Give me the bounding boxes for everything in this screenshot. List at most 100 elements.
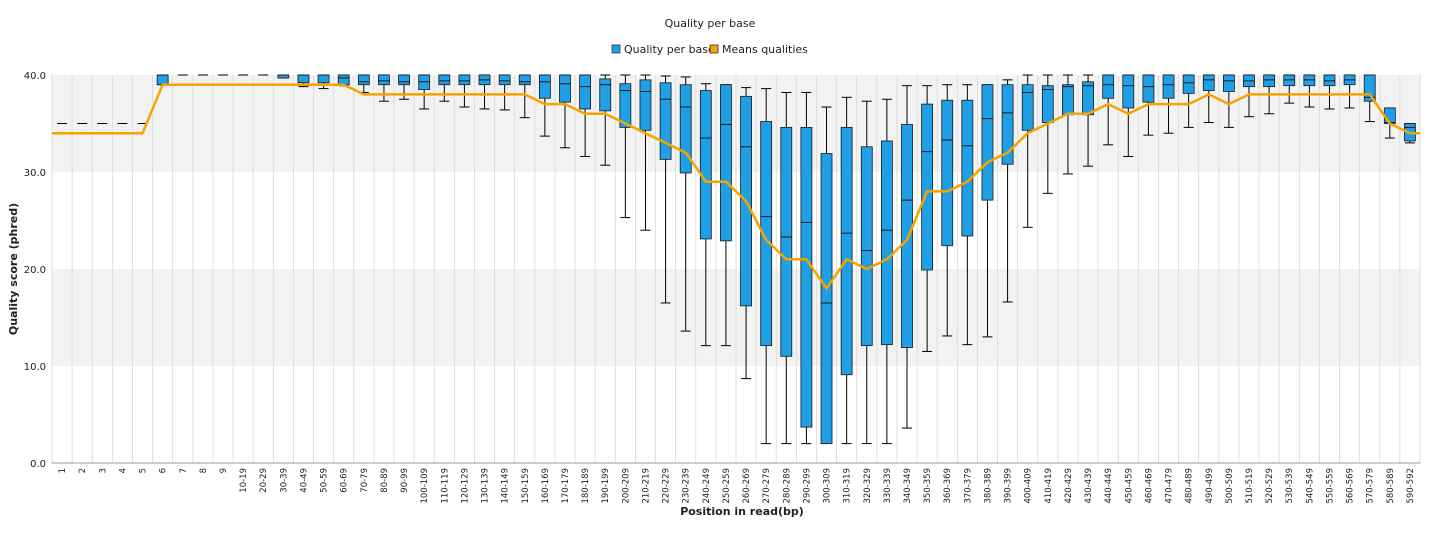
y-axis-title: Quality score (phred) [7,203,20,335]
box-body [639,79,652,131]
legend-box-swatch [611,44,621,54]
box-380-389 [981,84,994,338]
box-body [860,146,873,347]
x-tick-label: 100-109 [420,468,430,504]
box-540-549 [1303,74,1316,108]
x-tick-label: 360-369 [943,468,953,504]
box-body [599,78,612,112]
legend-label-means: Means qualities [722,43,808,56]
box-390-399 [1001,79,1014,303]
box-450-459 [1122,74,1135,157]
y-tick-labels: 0.0 10.0 20.0 30.0 40.0 [24,71,46,470]
box-body [398,74,410,86]
x-tick-label: 420-429 [1064,468,1074,504]
x-tick-label: 90-99 [400,468,410,493]
box-360-369 [941,84,954,337]
x-tick-label: 190-199 [601,468,611,504]
box-body [820,153,833,445]
box-body [1202,74,1215,91]
box-body [1102,74,1115,99]
x-tick-label: 460-469 [1144,468,1154,504]
box-340-349 [901,85,913,429]
x-tick-label: 150-159 [521,468,531,504]
x-tick-label: 220-229 [662,468,672,504]
box-180-189 [579,74,592,157]
box-530-539 [1283,74,1296,104]
box-90-99 [398,74,410,100]
box-body [1182,74,1195,94]
box-body [559,74,571,103]
box-330-339 [880,98,893,445]
legend-mean-swatch [709,44,719,54]
box-body [1162,74,1175,99]
box-140-149 [498,74,511,111]
x-tick-label: 30-39 [279,468,289,493]
box-110-119 [438,74,451,102]
x-tick-label: 540-549 [1305,468,1315,504]
box-body [1122,74,1135,109]
x-tick-label: 280-289 [782,468,792,504]
box-150-159 [518,74,531,119]
x-tick-label: 310-319 [843,468,853,504]
box-370-379 [961,84,974,346]
box-560-569 [1343,74,1356,109]
box-body [901,124,913,348]
box-body [1082,81,1094,116]
x-tick-label: 440-449 [1104,468,1114,504]
x-tick-label: 40-49 [299,468,309,493]
box-200-209 [619,74,632,219]
box-body [981,84,994,201]
x-tick-label: 380-389 [983,468,993,504]
box-50-59 [317,74,330,90]
x-tick-label: 240-249 [702,468,712,504]
x-tick-label: 590-592 [1406,468,1416,504]
box-320-329 [860,100,873,445]
x-tick-label: 410-419 [1044,468,1054,504]
box-body [941,99,954,247]
x-tick-label: 230-239 [682,468,692,504]
box-body [800,126,813,428]
x-tick-label: 480-489 [1185,468,1195,504]
box-440-449 [1102,74,1115,146]
box-body [357,74,370,86]
box-body [1041,85,1054,123]
box-130-139 [478,74,491,110]
box-160-169 [538,74,551,137]
x-tick-label: 250-259 [722,468,732,504]
x-tick-label: 390-399 [1004,468,1014,504]
legend: Quality per base Means qualities [611,43,808,56]
box-190-199 [599,74,612,166]
box-230-239 [679,76,692,332]
x-tick-label: 110-119 [440,468,450,504]
x-tick-label: 1 [58,468,68,473]
box-550-559 [1323,74,1336,110]
x-tick-label: 490-499 [1205,468,1215,504]
box-body [880,140,893,346]
y-tick-label: 0.0 [30,459,46,470]
box-body [699,90,712,240]
box-body [337,74,350,86]
x-tick-label: 9 [219,468,229,473]
x-axis-title: Position in read(bp) [680,505,804,518]
box-30-39 [277,74,290,79]
x-tick-label: 350-359 [923,468,933,504]
x-tick-label: 290-299 [802,468,812,504]
x-tick-label: 70-79 [360,468,370,493]
box-280-289 [780,91,793,445]
x-tick-label: 450-459 [1124,468,1134,504]
box-480-489 [1182,74,1195,128]
x-tick-label: 3 [98,468,108,473]
x-tick-label: 210-219 [641,468,651,504]
x-tick-label: 2 [78,468,88,473]
box-80-89 [378,74,390,102]
box-body [921,103,934,271]
x-tick-label: 4 [118,468,128,473]
x-tick-label: 170-179 [561,468,571,504]
x-tick-label: 60-69 [340,468,350,493]
chart-title: Quality per base [665,17,756,30]
y-tick-label: 30.0 [24,168,46,179]
x-tick-label: 6 [159,468,169,473]
x-tick-label: 510-519 [1245,468,1255,504]
box-body [760,121,773,347]
